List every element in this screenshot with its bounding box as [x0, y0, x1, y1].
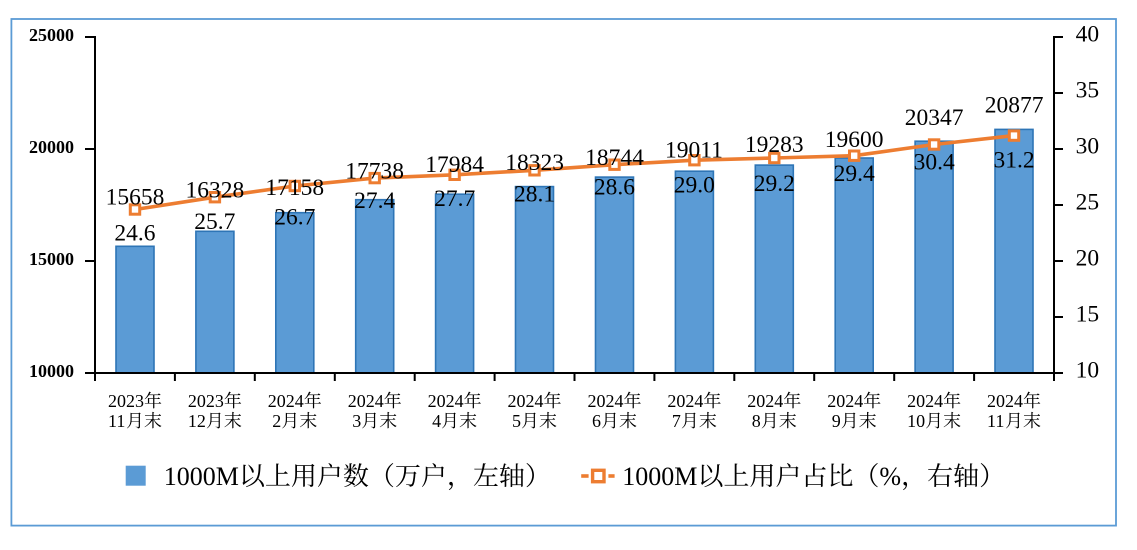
svg-text:24.6: 24.6	[114, 220, 155, 246]
svg-text:16328: 16328	[186, 178, 245, 204]
svg-text:29.0: 29.0	[674, 172, 715, 198]
svg-text:29.2: 29.2	[754, 171, 795, 197]
svg-text:2024: 2024	[747, 391, 783, 411]
svg-text:19600: 19600	[825, 127, 884, 153]
svg-text:26.7: 26.7	[274, 205, 315, 231]
svg-text:%: %	[879, 462, 901, 491]
svg-text:28.1: 28.1	[514, 182, 555, 208]
svg-text:2024: 2024	[428, 391, 464, 411]
svg-text:15658: 15658	[106, 185, 165, 211]
svg-text:1000M: 1000M	[622, 462, 697, 491]
svg-text:20877: 20877	[985, 93, 1044, 119]
svg-text:3: 3	[352, 411, 361, 431]
svg-text:4: 4	[432, 411, 441, 431]
svg-text:1000M: 1000M	[164, 462, 239, 491]
svg-text:20: 20	[1076, 246, 1100, 272]
svg-text:17738: 17738	[345, 159, 404, 185]
svg-text:2024: 2024	[348, 391, 384, 411]
svg-text:2024: 2024	[268, 391, 304, 411]
svg-text:11: 11	[108, 411, 125, 431]
svg-text:28.6: 28.6	[594, 174, 635, 200]
svg-text:17158: 17158	[265, 175, 324, 201]
svg-text:35: 35	[1076, 78, 1100, 104]
svg-text:25: 25	[1076, 190, 1100, 216]
svg-text:2024: 2024	[907, 391, 943, 411]
svg-text:20000: 20000	[29, 137, 74, 157]
svg-text:2024: 2024	[827, 391, 863, 411]
svg-text:9: 9	[832, 411, 841, 431]
svg-text:15: 15	[1076, 302, 1100, 328]
svg-text:7: 7	[672, 411, 681, 431]
svg-text:31.2: 31.2	[994, 147, 1035, 173]
svg-text:11: 11	[987, 411, 1004, 431]
svg-text:18744: 18744	[585, 145, 644, 171]
svg-text:25000: 25000	[29, 25, 74, 45]
svg-text:2024: 2024	[508, 391, 544, 411]
svg-text:19283: 19283	[745, 132, 804, 158]
svg-text:19011: 19011	[665, 137, 723, 163]
svg-text:2023: 2023	[108, 391, 144, 411]
svg-text:25.7: 25.7	[194, 209, 235, 235]
svg-text:5: 5	[512, 411, 521, 431]
svg-text:17984: 17984	[425, 152, 484, 178]
svg-text:2024: 2024	[667, 391, 703, 411]
svg-text:8: 8	[752, 411, 761, 431]
svg-text:10: 10	[1076, 358, 1100, 384]
svg-text:2: 2	[272, 411, 281, 431]
svg-text:2024: 2024	[588, 391, 624, 411]
svg-text:27.4: 27.4	[354, 188, 395, 214]
svg-text:30.4: 30.4	[914, 149, 955, 175]
svg-text:6: 6	[592, 411, 601, 431]
svg-text:10: 10	[907, 411, 925, 431]
svg-text:20347: 20347	[905, 105, 964, 131]
svg-text:2023: 2023	[188, 391, 224, 411]
svg-text:27.7: 27.7	[434, 186, 475, 212]
svg-text:2024: 2024	[987, 391, 1023, 411]
svg-text:40: 40	[1076, 22, 1100, 48]
svg-text:12: 12	[188, 411, 206, 431]
svg-text:15000: 15000	[29, 249, 74, 269]
svg-text:10000: 10000	[29, 361, 74, 381]
svg-text:30: 30	[1076, 134, 1100, 160]
svg-text:29.4: 29.4	[834, 161, 875, 187]
svg-text:18323: 18323	[505, 150, 564, 176]
